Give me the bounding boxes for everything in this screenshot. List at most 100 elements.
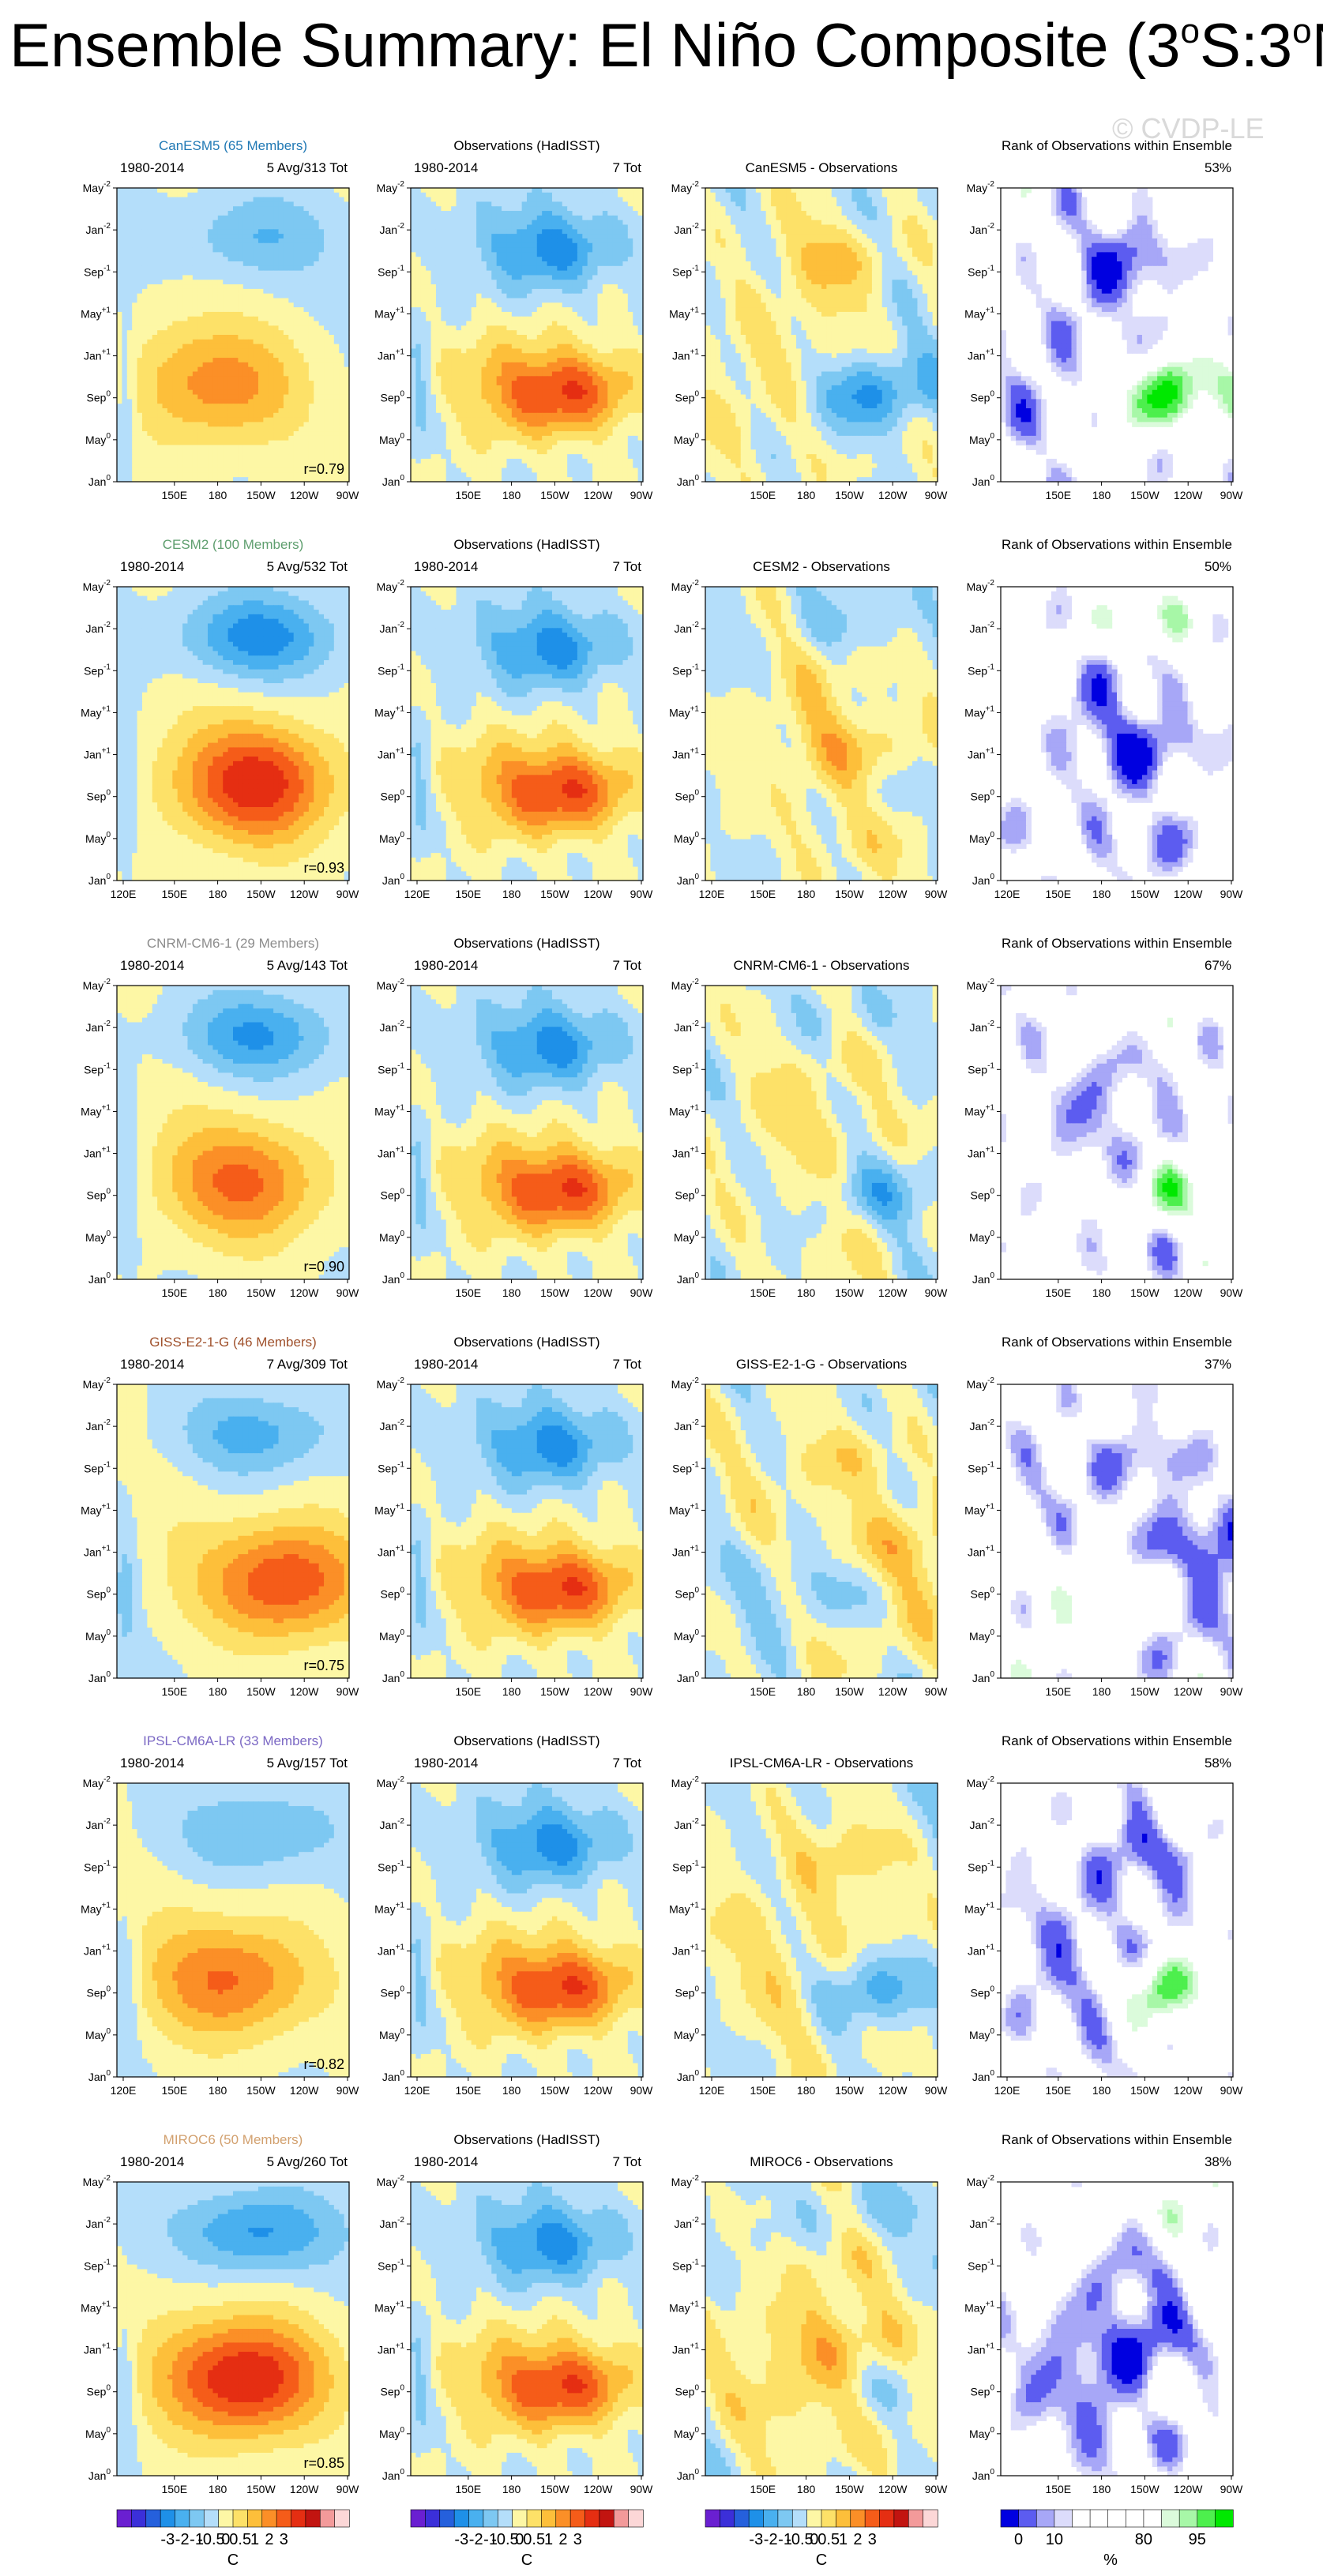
heatmap-cell (203, 325, 209, 330)
heatmap-cell (254, 340, 259, 344)
heatmap-cell (223, 188, 228, 193)
heatmap-cell (137, 275, 143, 280)
heatmap-cell (309, 238, 314, 243)
heatmap-cell (157, 211, 163, 216)
heatmap-cell (223, 321, 228, 326)
heatmap-cell (279, 280, 284, 284)
heatmap-cell (167, 362, 173, 367)
heatmap-cell (147, 275, 152, 280)
heatmap-cell (193, 367, 198, 372)
heatmap-cell (187, 330, 193, 335)
heatmap-cell (147, 188, 152, 193)
heatmap-cell (157, 358, 163, 362)
heatmap-cell (248, 201, 254, 206)
heatmap-cell (193, 321, 198, 326)
heatmap-cell (223, 252, 228, 257)
heatmap-cell (117, 257, 122, 261)
heatmap-cell (122, 252, 127, 257)
heatmap-cell (203, 317, 209, 321)
heatmap-cell (172, 211, 178, 216)
heatmap-cell (263, 193, 269, 197)
heatmap-cell (147, 362, 152, 367)
heatmap-cell (254, 229, 259, 234)
heatmap-cell (273, 312, 279, 317)
heatmap-cell (299, 252, 304, 257)
heatmap-cell (303, 229, 309, 234)
heatmap-cell (178, 358, 183, 362)
heatmap-cell (324, 376, 329, 381)
heatmap-cell (163, 257, 168, 261)
heatmap-cell (197, 376, 203, 381)
heatmap-cell (117, 390, 122, 395)
heatmap-cell (167, 289, 173, 294)
heatmap-cell (248, 358, 254, 362)
heatmap-cell (294, 353, 299, 358)
heatmap-cell (157, 367, 163, 372)
heatmap-cell (324, 238, 329, 243)
heatmap-cell (132, 307, 137, 312)
heatmap-cell (193, 307, 198, 312)
heatmap-cell (147, 299, 152, 303)
heatmap-cell (243, 234, 249, 238)
heatmap-cell (193, 238, 198, 243)
heatmap-cell (208, 275, 213, 280)
heatmap-cell (339, 211, 344, 216)
heatmap-cell (319, 317, 325, 321)
heatmap-cell (254, 271, 259, 276)
heatmap-cell (329, 312, 334, 317)
heatmap-cell (127, 372, 133, 377)
heatmap-cell (167, 312, 173, 317)
heatmap-cell (243, 376, 249, 381)
heatmap-cell (212, 317, 218, 321)
heatmap-cell (299, 325, 304, 330)
heatmap-cell (254, 302, 259, 307)
heatmap-cell (218, 325, 224, 330)
heatmap-cell (167, 206, 173, 211)
heatmap-cell (273, 252, 279, 257)
heatmap-cell (243, 353, 249, 358)
heatmap-cell (157, 271, 163, 276)
heatmap-cell (314, 229, 319, 234)
heatmap-cell (152, 188, 158, 193)
heatmap-cell (172, 289, 178, 294)
heatmap-cell (339, 201, 344, 206)
heatmap-cell (208, 312, 213, 317)
heatmap-cell (163, 330, 168, 335)
heatmap-cell (273, 206, 279, 211)
heatmap-cell (273, 266, 279, 271)
heatmap-cell (334, 252, 340, 257)
heatmap-cell (142, 362, 148, 367)
heatmap-cell (117, 381, 122, 385)
heatmap-cell (167, 325, 173, 330)
heatmap-cell (122, 201, 127, 206)
heatmap-cell (132, 353, 137, 358)
heatmap-cell (127, 367, 133, 372)
heatmap-cell (132, 335, 137, 340)
heatmap-cell (329, 206, 334, 211)
rank-percent-label: 53% (1205, 160, 1231, 175)
heatmap-cell (288, 302, 294, 307)
heatmap-cell (163, 248, 168, 253)
heatmap-cell (329, 362, 334, 367)
heatmap-cell (294, 234, 299, 238)
heatmap-cell (197, 344, 203, 349)
heatmap-cell (122, 353, 127, 358)
heatmap-cell (218, 284, 224, 289)
heatmap-cell (197, 317, 203, 321)
heatmap-cell (238, 348, 243, 353)
heatmap-cell (284, 344, 289, 349)
heatmap-cell (319, 275, 325, 280)
heatmap-cell (167, 390, 173, 395)
heatmap-cell (319, 302, 325, 307)
heatmap-cell (147, 302, 152, 307)
heatmap-cell (152, 216, 158, 220)
heatmap-cell (258, 266, 264, 271)
heatmap-cell (147, 225, 152, 230)
heatmap-cell (152, 321, 158, 326)
heatmap-cell (258, 206, 264, 211)
heatmap-cell (178, 299, 183, 303)
heatmap-cell (334, 376, 340, 381)
heatmap-cell (152, 367, 158, 372)
heatmap-cell (319, 271, 325, 276)
